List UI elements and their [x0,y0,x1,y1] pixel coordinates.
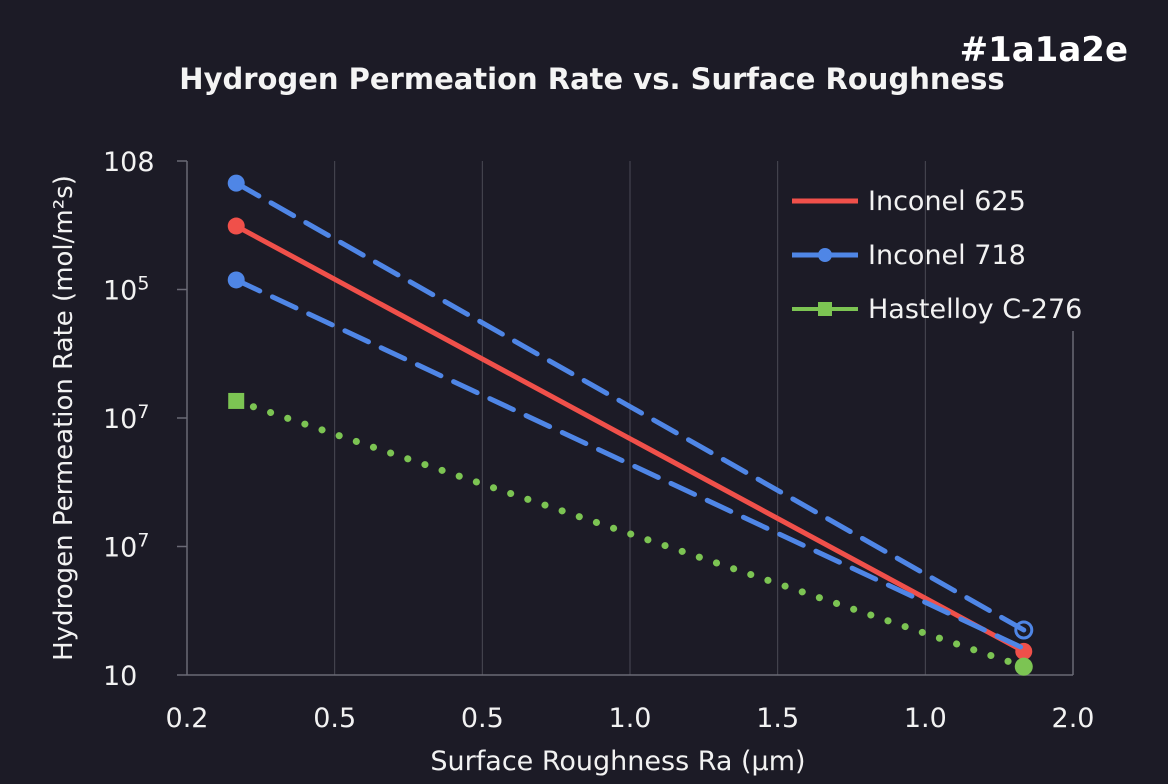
chart-title: Hydrogen Permeation Rate vs. Surface Rou… [179,62,1005,96]
series-line-hastelloy-c-276 [232,397,1028,671]
legend-swatch-inconel-625 [792,198,858,204]
data-point [1014,620,1034,640]
legend-label: Inconel 718 [868,239,1026,271]
legend-label: Hastelloy C-276 [868,293,1083,325]
x-tick-label: 0.5 [313,703,356,734]
y-tick-label: 108 [103,147,155,178]
series-line-inconel-625 [233,223,1027,654]
color-tag-text: #1a1a2e [959,30,1128,70]
data-point [227,217,245,235]
legend-swatch-hastelloy [792,302,858,316]
data-point [227,174,245,192]
x-tick-label: 0.5 [461,703,504,734]
x-axis-label: Surface Roughness Ra (μm) [430,746,805,777]
legend-label: Inconel 625 [868,185,1026,217]
y-tick-label: 10 [103,661,137,692]
data-point [227,271,245,289]
x-tick-label: 0.2 [166,703,209,734]
data-point [1014,657,1033,676]
legend-swatch-inconel-718 [792,248,858,262]
legend: Inconel 625 Inconel 718 Hastelloy C-276 [790,174,1082,336]
x-tick-label: 2.0 [1052,703,1095,734]
legend-item-inconel-625: Inconel 625 [790,174,1082,228]
y-tick-label: 105 [103,273,149,307]
y-axis-label: Hydrogen Permeation Rate (mol/m²s) [49,175,79,661]
legend-item-hastelloy: Hastelloy C-276 [790,282,1082,336]
legend-item-inconel-718: Inconel 718 [790,228,1082,282]
series-line-series-2 [233,277,1027,651]
x-tick-label: 1.0 [904,703,947,734]
x-tick-label: 1.0 [609,703,652,734]
series-line-inconel-718 [233,180,1027,633]
y-tick-label: 107 [103,401,149,435]
data-point [228,392,245,409]
y-tick-label: 107 [103,530,149,564]
x-tick-label: 1.5 [756,703,799,734]
